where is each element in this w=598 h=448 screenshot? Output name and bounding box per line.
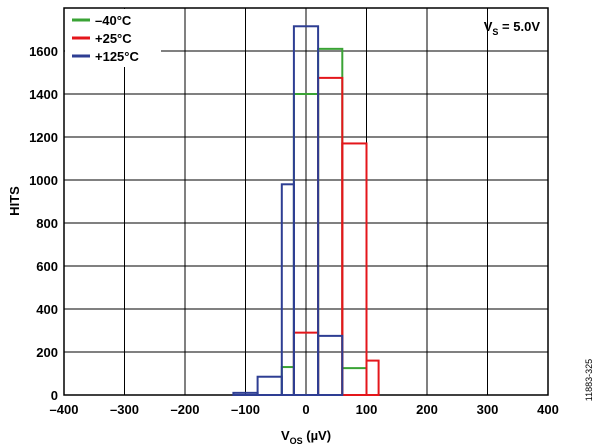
series-3 bbox=[232, 25, 344, 397]
legend-label: +25°C bbox=[95, 31, 132, 46]
y-tick-label: 800 bbox=[36, 216, 58, 231]
legend: –40°C +25°C +125°C bbox=[65, 9, 161, 67]
y-tick-label: 200 bbox=[36, 345, 58, 360]
legend-label: –40°C bbox=[95, 13, 132, 28]
grid-lines bbox=[64, 8, 548, 395]
y-tick-label: 1600 bbox=[29, 44, 58, 59]
legend-label: +125°C bbox=[95, 49, 139, 64]
y-tick-label: 600 bbox=[36, 259, 58, 274]
x-tick-label: –300 bbox=[110, 402, 139, 417]
x-axis-label: VOS (µV) bbox=[281, 428, 331, 446]
y-tick-labels: 0 200 400 600 800 1000 1200 1400 1600 bbox=[29, 44, 58, 403]
x-tick-label: 0 bbox=[302, 402, 309, 417]
x-tick-label: –100 bbox=[231, 402, 260, 417]
x-tick-labels: –400 –300 –200 –100 0 100 200 300 400 bbox=[50, 402, 559, 417]
x-tick-label: 200 bbox=[416, 402, 438, 417]
histogram-bar bbox=[317, 334, 344, 396]
supply-voltage-annotation: VS = 5.0V bbox=[484, 19, 541, 37]
x-tick-label: 400 bbox=[537, 402, 559, 417]
y-tick-label: 1400 bbox=[29, 87, 58, 102]
y-tick-label: 1000 bbox=[29, 173, 58, 188]
x-tick-label: 300 bbox=[477, 402, 499, 417]
histogram-bar bbox=[341, 142, 368, 396]
y-tick-label: 1200 bbox=[29, 130, 58, 145]
figure-id: 11883-325 bbox=[584, 359, 594, 401]
y-axis-label: HITS bbox=[7, 186, 22, 216]
x-tick-label: –400 bbox=[50, 402, 79, 417]
y-tick-label: 0 bbox=[51, 388, 58, 403]
histogram-bar bbox=[365, 359, 380, 397]
series-layer bbox=[232, 25, 380, 397]
histogram-bar bbox=[292, 25, 320, 397]
x-tick-label: 100 bbox=[356, 402, 378, 417]
x-tick-label: –200 bbox=[171, 402, 200, 417]
y-tick-label: 400 bbox=[36, 302, 58, 317]
